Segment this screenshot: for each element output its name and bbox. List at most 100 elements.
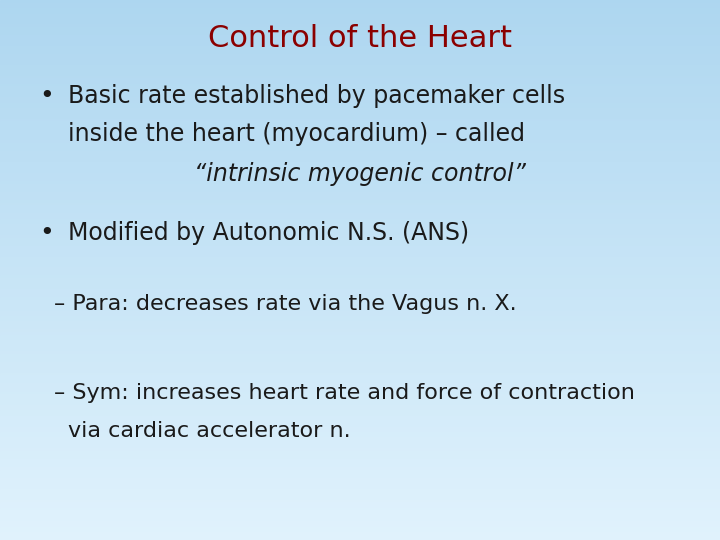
Bar — [0, 108, 720, 111]
Bar — [0, 219, 720, 221]
Bar — [0, 256, 720, 259]
Bar — [0, 65, 720, 68]
Bar — [0, 27, 720, 30]
Bar — [0, 62, 720, 65]
Bar — [0, 437, 720, 440]
Bar — [0, 84, 720, 86]
Bar — [0, 421, 720, 424]
Bar — [0, 532, 720, 535]
Bar — [0, 356, 720, 359]
Bar — [0, 502, 720, 505]
Bar — [0, 11, 720, 14]
Bar — [0, 302, 720, 305]
Bar — [0, 364, 720, 367]
Text: via cardiac accelerator n.: via cardiac accelerator n. — [68, 421, 351, 441]
Bar — [0, 208, 720, 211]
Bar — [0, 151, 720, 154]
Bar — [0, 378, 720, 381]
Bar — [0, 89, 720, 92]
Text: – Para: decreases rate via the Vagus n. X.: – Para: decreases rate via the Vagus n. … — [54, 294, 517, 314]
Bar — [0, 300, 720, 302]
Bar — [0, 427, 720, 429]
Bar — [0, 446, 720, 448]
Bar — [0, 57, 720, 59]
Bar — [0, 400, 720, 402]
Bar — [0, 524, 720, 526]
Bar — [0, 24, 720, 27]
Bar — [0, 194, 720, 197]
Bar — [0, 418, 720, 421]
Bar — [0, 297, 720, 300]
Bar — [0, 162, 720, 165]
Bar — [0, 246, 720, 248]
Bar — [0, 73, 720, 76]
Bar — [0, 157, 720, 159]
Bar — [0, 367, 720, 370]
Bar — [0, 143, 720, 146]
Bar — [0, 130, 720, 132]
Bar — [0, 70, 720, 73]
Bar — [0, 535, 720, 537]
Bar — [0, 267, 720, 270]
Bar — [0, 254, 720, 256]
Bar — [0, 508, 720, 510]
Bar — [0, 211, 720, 213]
Bar — [0, 354, 720, 356]
Bar — [0, 518, 720, 521]
Bar — [0, 340, 720, 343]
Bar — [0, 22, 720, 24]
Bar — [0, 43, 720, 46]
Bar — [0, 454, 720, 456]
Bar — [0, 135, 720, 138]
Bar — [0, 230, 720, 232]
Bar — [0, 459, 720, 462]
Bar — [0, 443, 720, 445]
Bar — [0, 119, 720, 122]
Bar — [0, 238, 720, 240]
Bar — [0, 416, 720, 418]
Bar — [0, 529, 720, 532]
Bar — [0, 154, 720, 157]
Bar — [0, 103, 720, 105]
Bar — [0, 494, 720, 497]
Bar — [0, 462, 720, 464]
Bar — [0, 51, 720, 54]
Bar — [0, 505, 720, 508]
Bar — [0, 113, 720, 116]
Bar — [0, 176, 720, 178]
Bar — [0, 235, 720, 238]
Bar — [0, 383, 720, 386]
Bar — [0, 184, 720, 186]
Text: “intrinsic myogenic control”: “intrinsic myogenic control” — [194, 162, 526, 186]
Text: Modified by Autonomic N.S. (ANS): Modified by Autonomic N.S. (ANS) — [68, 221, 469, 245]
Bar — [0, 232, 720, 235]
Bar — [0, 537, 720, 540]
Bar — [0, 448, 720, 451]
Bar — [0, 97, 720, 100]
Bar — [0, 500, 720, 502]
Text: Control of the Heart: Control of the Heart — [208, 24, 512, 53]
Bar — [0, 359, 720, 362]
Bar — [0, 348, 720, 351]
Text: – Sym: increases heart rate and force of contraction: – Sym: increases heart rate and force of… — [54, 383, 635, 403]
Bar — [0, 510, 720, 513]
Bar — [0, 402, 720, 405]
Bar — [0, 202, 720, 205]
Bar — [0, 173, 720, 176]
Bar — [0, 54, 720, 57]
Text: Basic rate established by pacemaker cells: Basic rate established by pacemaker cell… — [68, 84, 565, 107]
Bar — [0, 224, 720, 227]
Bar — [0, 32, 720, 35]
Bar — [0, 59, 720, 62]
Bar — [0, 262, 720, 265]
Bar — [0, 351, 720, 354]
Bar — [0, 440, 720, 443]
Bar — [0, 189, 720, 192]
Bar — [0, 324, 720, 327]
Bar — [0, 278, 720, 281]
Bar — [0, 8, 720, 11]
Bar — [0, 111, 720, 113]
Bar — [0, 100, 720, 103]
Bar — [0, 148, 720, 151]
Bar — [0, 389, 720, 392]
